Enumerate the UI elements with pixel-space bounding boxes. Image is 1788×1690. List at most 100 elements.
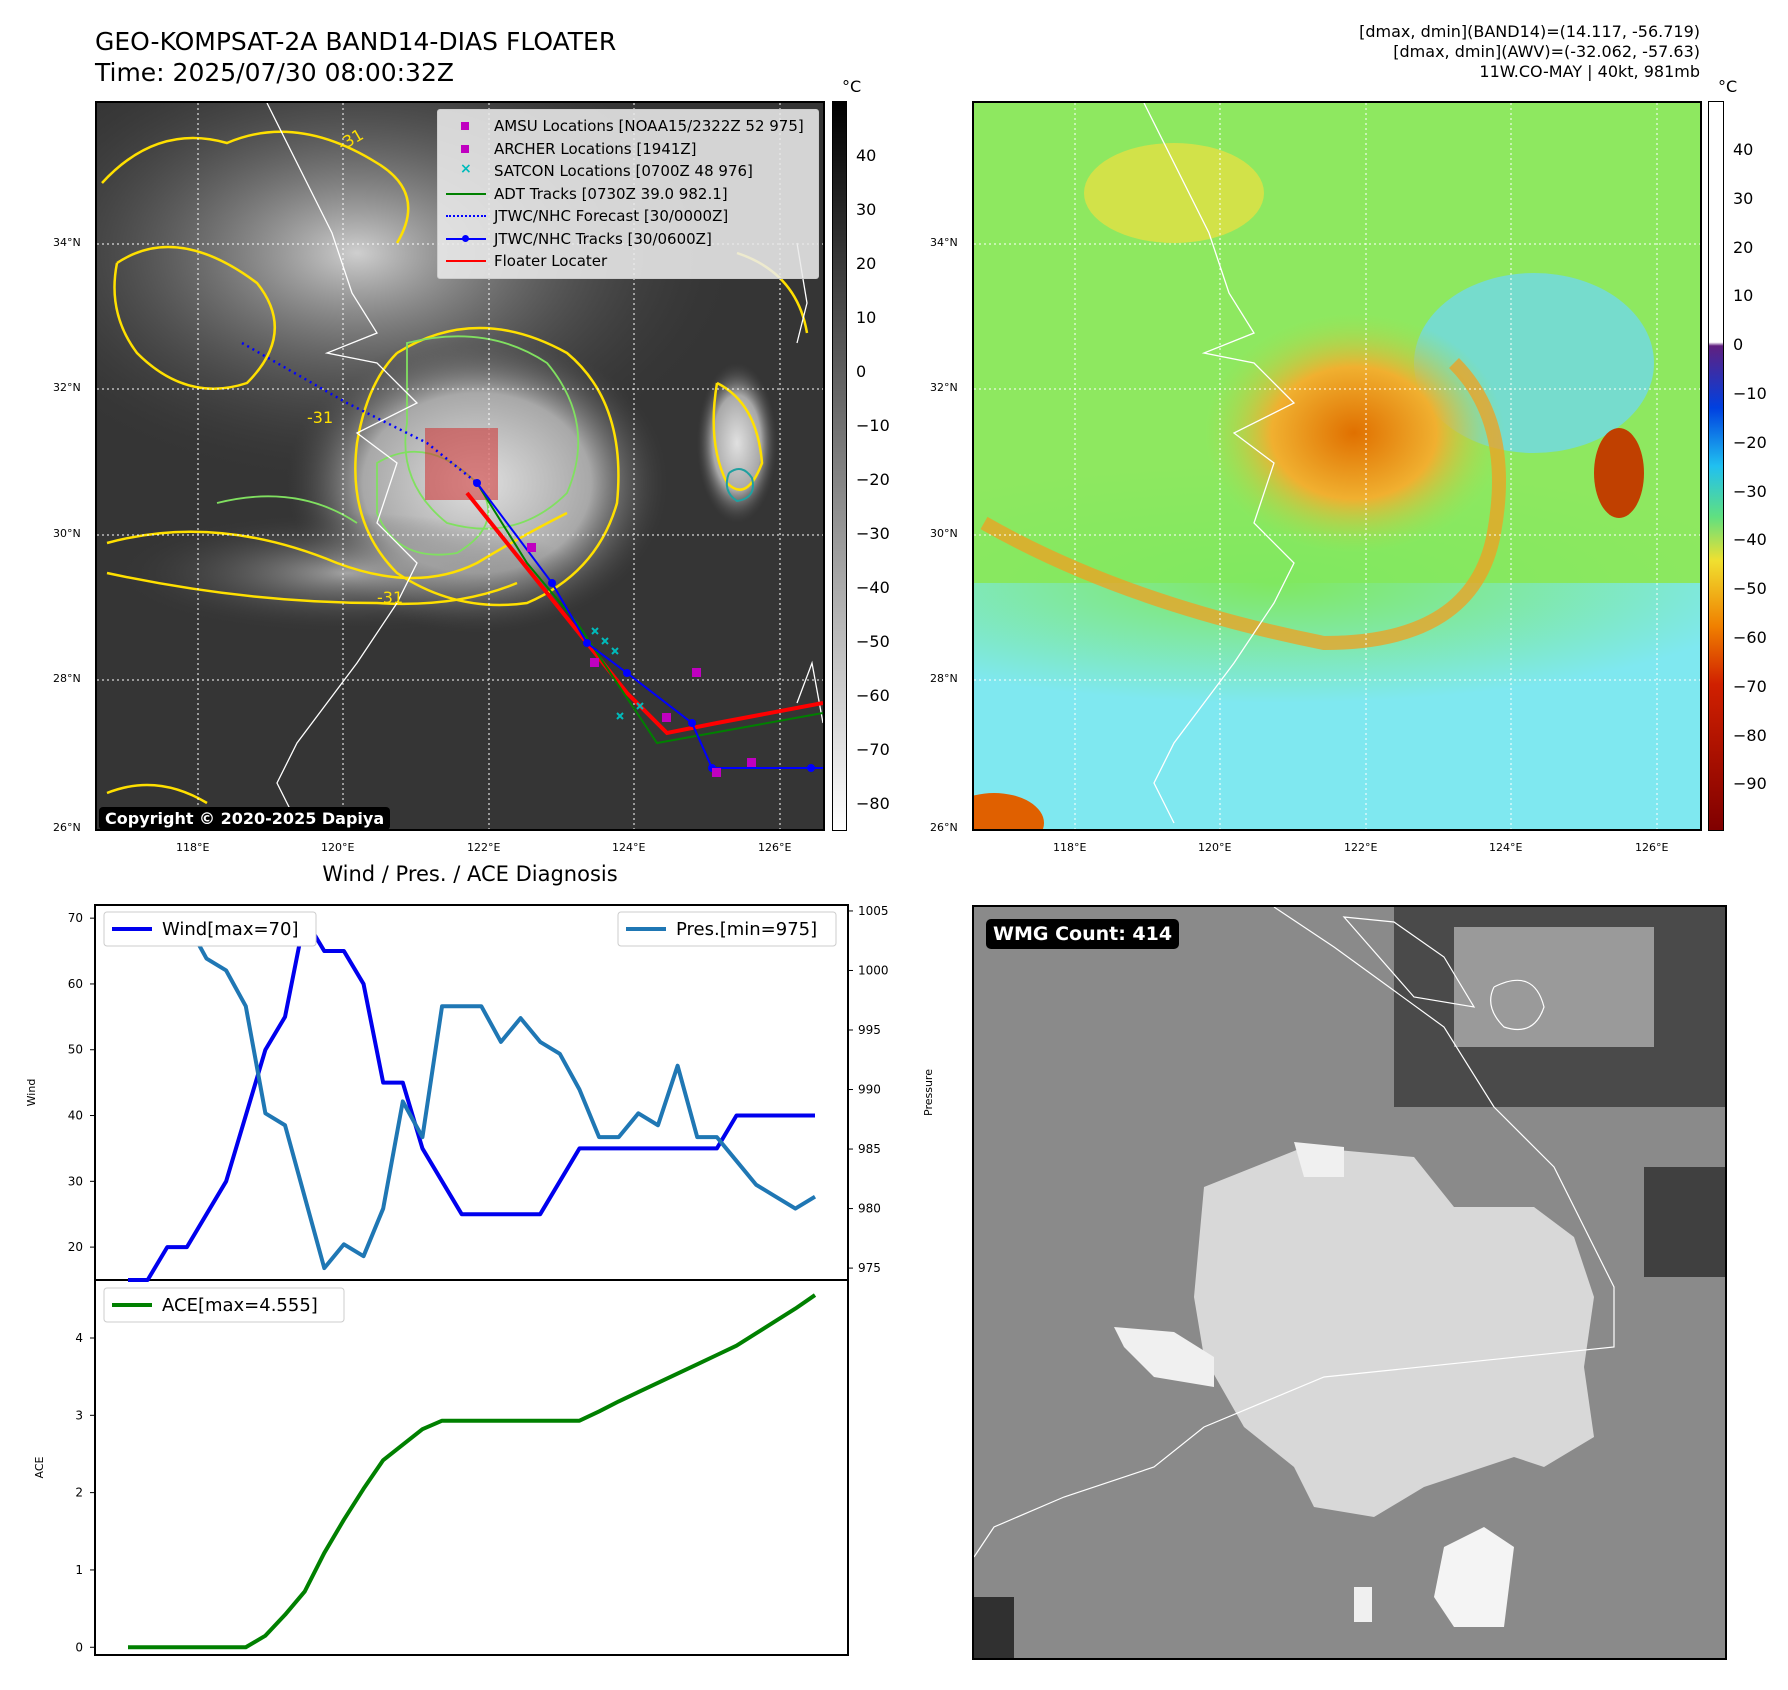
wmg-mid-ne (1454, 927, 1654, 1047)
legend-label: ARCHER Locations [1941Z] (494, 139, 697, 158)
lon-label: 126°E (758, 841, 792, 854)
ace-legend-box (103, 1287, 345, 1323)
legend-symbol-icon (446, 254, 486, 268)
wind-series-line (128, 916, 815, 1282)
legend-label: SATCON Locations [0700Z 48 976] (494, 162, 753, 180)
floater-box (425, 428, 498, 500)
pressure-tick-label: 975 (858, 1261, 881, 1275)
legend-entry: JTWC/NHC Tracks [30/0600Z] (446, 229, 712, 249)
colorbar-tick-label: 10 (1733, 286, 1754, 306)
colorbar-tick-label: −90 (1733, 774, 1767, 794)
wmg-count-label: WMG Count: 414 (986, 919, 1180, 949)
legend-label: JTWC/NHC Tracks [30/0600Z] (494, 229, 712, 248)
wind-axis-label: Wind (25, 1079, 38, 1107)
wmg-bright-spot (1354, 1587, 1372, 1622)
colorbar-tick-label: 20 (856, 254, 877, 273)
colorbar-tick-label: −30 (1733, 481, 1767, 501)
lon-label: 118°E (1053, 841, 1087, 854)
colorbar-tick-label: −50 (856, 632, 890, 651)
legend-entry: AMSU Locations [NOAA15/2322Z 52 975] (446, 116, 804, 136)
legend-symbol-icon (446, 142, 486, 156)
lat-label: 32°N (930, 381, 958, 394)
awv-core (1204, 313, 1504, 553)
wind-tick-label: 60 (68, 977, 83, 991)
legend-symbol-icon (446, 232, 486, 246)
lat-label: 34°N (53, 236, 81, 249)
amsu-archer-points (527, 543, 756, 777)
lat-label: 28°N (930, 672, 958, 685)
contour-label-2: -31 (377, 588, 403, 607)
colorbar-tick-label: 0 (856, 362, 867, 381)
colorbar-tick-label: 30 (1733, 188, 1754, 208)
lon-label: 118°E (176, 841, 210, 854)
colorbar-tick-label: −70 (856, 740, 890, 759)
colorbar-tick-label: 30 (856, 200, 877, 219)
ace-legend-label: ACE[max=4.555] (162, 1295, 318, 1316)
colorbar-tick-label: −20 (1733, 432, 1767, 452)
pressure-tick-label: 990 (858, 1083, 881, 1097)
storm-info: 11W.CO-MAY | 40kt, 981mb (1479, 62, 1700, 81)
awv-map-panel (972, 101, 1702, 831)
wmg-dark-e (1644, 1167, 1725, 1277)
awv-grid (974, 103, 1700, 829)
lat-label: 28°N (53, 672, 81, 685)
wind-legend-box (103, 911, 317, 947)
lon-label: 124°E (1489, 841, 1523, 854)
wind-tick-label: 20 (68, 1240, 83, 1254)
awv-moist-edge (974, 463, 1700, 703)
ir-map-panel: -31 -31 -31 AMSU Locations [NOAA15/2322Z… (95, 101, 825, 831)
wmg-coast-north (1342, 916, 1476, 1008)
jtwc-forecast-track (241, 341, 478, 484)
colorbar-tick-label: −40 (856, 578, 890, 597)
diagnosis-title: Wind / Pres. / ACE Diagnosis (322, 862, 618, 886)
coastline-east (796, 242, 823, 724)
colorbar-tick-label: −20 (856, 470, 890, 489)
pressure-series-line (128, 920, 817, 1271)
pressure-legend-box (617, 911, 837, 947)
colorbar-tick-label: 0 (1733, 335, 1744, 355)
pressure-tick-label: 1005 (858, 904, 889, 918)
lon-label: 126°E (1635, 841, 1669, 854)
wind-legend-label: Wind[max=70] (162, 919, 299, 940)
wmg-bright-south (1434, 1527, 1514, 1627)
legend-label: JTWC/NHC Forecast [30/0000Z] (494, 207, 729, 225)
cloud-east (697, 363, 777, 523)
satcon-points (591, 627, 644, 720)
colorbar-tick-label: −60 (856, 686, 890, 705)
wind-tick-label: 30 (68, 1174, 83, 1188)
legend-label: Floater Locater (494, 252, 608, 270)
legend-entry: ARCHER Locations [1941Z] (446, 139, 697, 159)
legend-symbol-icon: × (460, 161, 472, 177)
copyright-label: Copyright © 2020-2025 Dapiya (99, 807, 391, 829)
colorbar-tick-label: 40 (856, 146, 877, 165)
wind-tick-label: 40 (68, 1109, 83, 1123)
pressure-axis-label: Pressure (922, 1069, 935, 1116)
awv-map-svg (974, 103, 1700, 829)
colorbar-tick-label: −30 (856, 524, 890, 543)
colorbar-tick-label: 10 (856, 308, 877, 327)
awv-colorbar (1708, 101, 1724, 831)
colorbar-tick-label: −10 (1733, 384, 1767, 403)
lon-label: 122°E (1344, 841, 1378, 854)
wmg-panel: WMG Count: 414 (972, 905, 1727, 1660)
lat-label: 34°N (930, 236, 958, 249)
legend-label: AMSU Locations [NOAA15/2322Z 52 975] (494, 117, 804, 135)
figure-title: GEO-KOMPSAT-2A BAND14-DIAS FLOATER Time:… (95, 26, 616, 88)
colorbar-tick-label: −50 (1733, 579, 1767, 599)
colorbar-tick-label: −80 (856, 794, 890, 813)
colorbar-tick-label: −40 (1733, 530, 1767, 550)
legend-entry: JTWC/NHC Forecast [30/0000Z] (446, 206, 728, 226)
awv-colorbar-unit: °C (1718, 77, 1738, 96)
title-line-2: Time: 2025/07/30 08:00:32Z (95, 58, 454, 87)
ace-tick-label: 3 (75, 1408, 83, 1422)
ace-plot-area (94, 1279, 849, 1656)
pressure-tick-label: 980 (858, 1202, 881, 1216)
awv-range: [dmax, dmin](AWV)=(-32.062, -57.63) (1393, 42, 1700, 61)
wmg-coastline (974, 907, 1615, 1558)
legend-entry: Floater Locater (446, 251, 607, 271)
colorbar-tick-label: −10 (856, 416, 890, 435)
lat-label: 26°N (930, 821, 958, 834)
lat-label: 30°N (53, 527, 81, 540)
adt-track (476, 482, 823, 745)
wind-tick-label: 70 (68, 911, 83, 925)
